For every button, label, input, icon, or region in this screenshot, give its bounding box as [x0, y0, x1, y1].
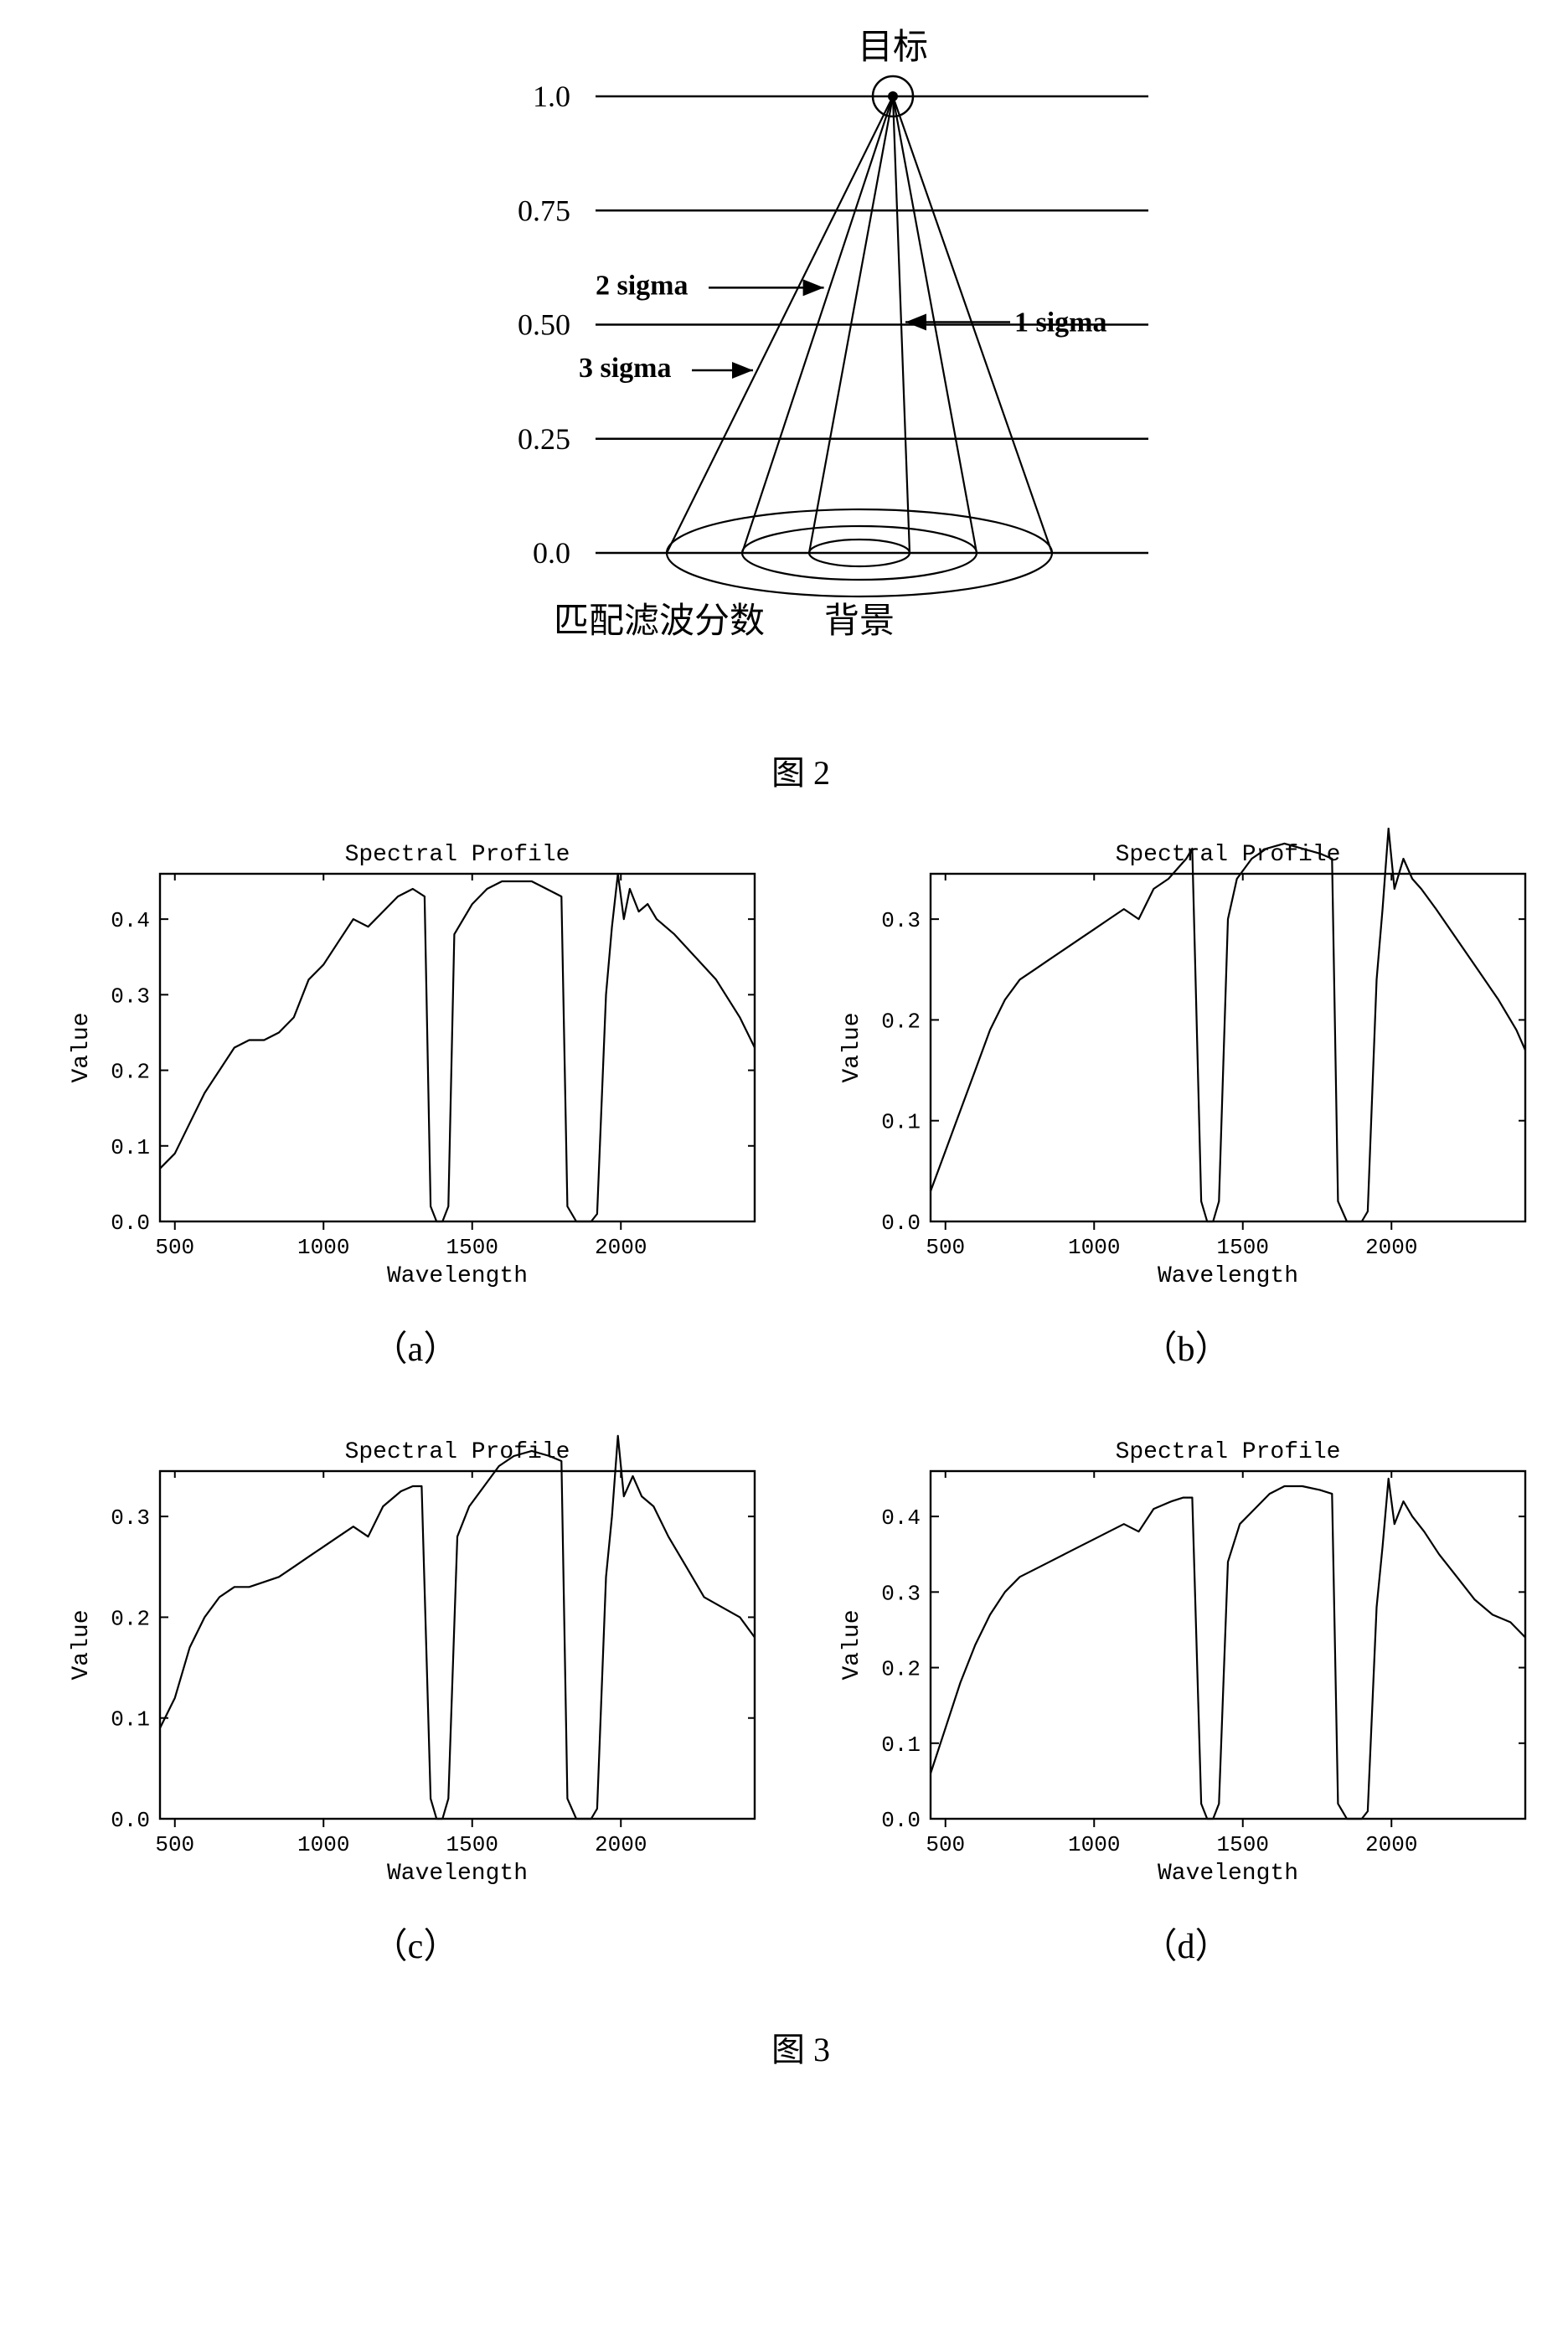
- svg-text:1000: 1000: [297, 1235, 349, 1260]
- svg-text:0.2: 0.2: [111, 1060, 150, 1085]
- svg-text:1500: 1500: [1217, 1832, 1269, 1857]
- svg-text:Spectral Profile: Spectral Profile: [345, 842, 570, 868]
- svg-text:1 sigma: 1 sigma: [1014, 307, 1107, 338]
- panel-b-caption: （b）: [834, 1320, 1538, 1371]
- svg-text:2 sigma: 2 sigma: [596, 270, 689, 301]
- svg-text:0.2: 0.2: [881, 1009, 921, 1034]
- svg-text:Value: Value: [69, 1012, 95, 1082]
- svg-text:0.1: 0.1: [881, 1110, 921, 1135]
- svg-text:500: 500: [155, 1235, 194, 1260]
- svg-text:500: 500: [155, 1832, 194, 1857]
- svg-text:0.1: 0.1: [881, 1732, 921, 1758]
- svg-text:2000: 2000: [1365, 1832, 1417, 1857]
- svg-text:Spectral Profile: Spectral Profile: [1116, 842, 1341, 868]
- svg-text:Wavelength: Wavelength: [1158, 1263, 1298, 1289]
- svg-text:0.0: 0.0: [881, 1211, 921, 1236]
- panel-row-top: Spectral Profile Value Wavelength 500 1000 15…: [64, 828, 1538, 1408]
- svg-text:0.1: 0.1: [111, 1135, 150, 1160]
- svg-text:Spectral Profile: Spectral Profile: [1116, 1439, 1341, 1465]
- figure2-caption: 图 2: [424, 746, 1178, 794]
- svg-text:0.2: 0.2: [111, 1606, 150, 1631]
- svg-text:1000: 1000: [297, 1832, 349, 1857]
- svg-text:0.3: 0.3: [881, 908, 921, 933]
- svg-text:1.0: 1.0: [533, 80, 570, 113]
- chart-b: Spectral Profile Value Wavelength 500 1000 15…: [834, 828, 1538, 1297]
- svg-text:1500: 1500: [446, 1235, 498, 1260]
- svg-text:0.4: 0.4: [111, 908, 150, 933]
- svg-text:0.75: 0.75: [518, 194, 570, 227]
- chart-c: Spectral ProfileValueWavelength500100015…: [64, 1425, 767, 1894]
- chart-d: Spectral Profile Value Wavelength 500 1000 15…: [834, 1425, 1538, 1894]
- panel-c-caption: （c）: [64, 1918, 767, 1969]
- svg-text:0.0: 0.0: [533, 536, 570, 570]
- svg-text:0.0: 0.0: [111, 1808, 150, 1833]
- svg-text:500: 500: [926, 1235, 965, 1260]
- panel-row-bottom: Spectral Profile Value Wavelength 500 1000 15…: [64, 1425, 1538, 2006]
- panel-b: Spectral Profile Value Wavelength 500 1000 15…: [834, 828, 1538, 1408]
- svg-text:0.1: 0.1: [111, 1707, 150, 1732]
- panel-c: Spectral ProfileValueWavelength500100015…: [64, 1425, 767, 2006]
- svg-text:1500: 1500: [446, 1832, 498, 1857]
- svg-text:0.0: 0.0: [881, 1808, 921, 1833]
- svg-text:2000: 2000: [595, 1235, 647, 1260]
- svg-text:Value: Value: [839, 1012, 865, 1082]
- svg-text:2000: 2000: [595, 1832, 647, 1857]
- svg-text:背景: 背景: [824, 602, 895, 641]
- svg-text:500: 500: [926, 1832, 965, 1857]
- svg-text:0.25: 0.25: [518, 422, 570, 456]
- svg-text:1500: 1500: [1217, 1235, 1269, 1260]
- svg-text:Wavelength: Wavelength: [1158, 1861, 1298, 1887]
- svg-text:0.3: 0.3: [111, 984, 150, 1009]
- svg-text:匹配滤波分数: 匹配滤波分数: [554, 602, 765, 641]
- chart-a: Spectral Profile Value Wavelength 500 1000 15…: [64, 828, 767, 1297]
- cone-svg: 0.0 0.25 0.50 0.75 1.0 目标匹配滤波分数 背景 1 sigma 2 sig…: [424, 17, 1178, 729]
- svg-text:1000: 1000: [1068, 1832, 1120, 1857]
- svg-text:0.0: 0.0: [111, 1211, 150, 1236]
- figure2-container: 0.0 0.25 0.50 0.75 1.0 目标匹配滤波分数 背景 1 sigma 2 sig…: [424, 17, 1178, 794]
- svg-text:0.50: 0.50: [518, 308, 570, 342]
- svg-text:Wavelength: Wavelength: [387, 1263, 528, 1289]
- figure3-caption: 图 3: [64, 2022, 1538, 2071]
- svg-text:2000: 2000: [1365, 1235, 1417, 1260]
- svg-text:1000: 1000: [1068, 1235, 1120, 1260]
- svg-text:0.3: 0.3: [881, 1581, 921, 1606]
- svg-text:0.4: 0.4: [881, 1505, 921, 1531]
- svg-text:Wavelength: Wavelength: [387, 1861, 528, 1887]
- svg-text:3 sigma: 3 sigma: [579, 353, 672, 384]
- svg-text:Value: Value: [839, 1609, 865, 1680]
- panel-a: Spectral Profile Value Wavelength 500 1000 15…: [64, 828, 767, 1408]
- cone-diagram: 0.0 0.25 0.50 0.75 1.0 目标匹配滤波分数 背景 1 sigma 2 sig…: [424, 17, 1178, 729]
- svg-text:0.2: 0.2: [881, 1657, 921, 1682]
- panel-d-caption: （d）: [834, 1918, 1538, 1969]
- svg-text:目标: 目标: [858, 28, 928, 67]
- svg-text:Value: Value: [69, 1609, 95, 1680]
- panel-d: Spectral Profile Value Wavelength 500 1000 15…: [834, 1425, 1538, 2006]
- panel-a-caption: （a）: [64, 1320, 767, 1371]
- svg-text:0.3: 0.3: [111, 1505, 150, 1531]
- figure3-container: Spectral Profile Value Wavelength 500 1000 15…: [64, 828, 1538, 2071]
